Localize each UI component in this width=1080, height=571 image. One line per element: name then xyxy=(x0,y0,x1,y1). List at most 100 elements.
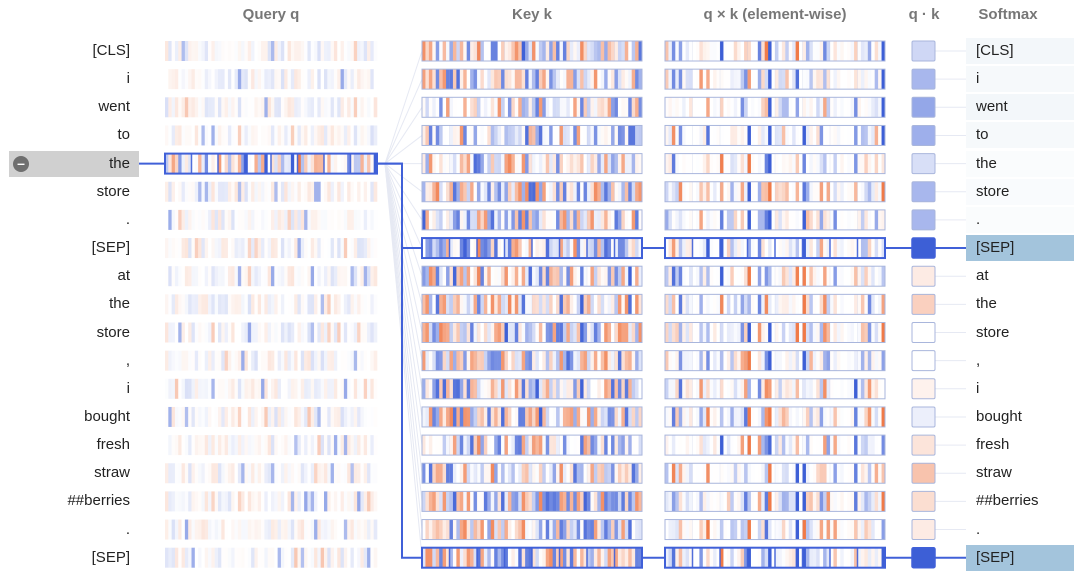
query-vector xyxy=(164,152,378,175)
key-token[interactable]: [SEP] xyxy=(976,239,1015,257)
dot-score-cell xyxy=(911,153,936,175)
key-vector xyxy=(421,209,643,231)
query-token[interactable]: [CLS] xyxy=(92,42,130,59)
selected-token-background[interactable] xyxy=(9,150,139,177)
query-vector xyxy=(165,491,378,512)
dot-score-cell xyxy=(911,322,936,343)
query-vector xyxy=(165,547,378,568)
key-vector xyxy=(421,322,643,343)
dot-score-cell xyxy=(911,490,936,512)
product-vector xyxy=(664,40,886,62)
query-vector xyxy=(165,350,378,371)
query-vector xyxy=(165,69,378,90)
key-vector xyxy=(421,546,643,569)
key-token[interactable]: [CLS] xyxy=(976,42,1014,59)
query-vector xyxy=(165,181,378,202)
product-vector xyxy=(664,124,886,146)
product-vector xyxy=(664,462,886,484)
key-token[interactable]: at xyxy=(976,267,989,285)
dot-score-cell xyxy=(911,293,936,315)
dot-score-cell xyxy=(911,462,936,484)
query-token[interactable]: . xyxy=(125,520,130,538)
key-token[interactable]: fresh xyxy=(976,436,1010,454)
query-token[interactable]: store xyxy=(96,182,130,200)
query-token[interactable]: store xyxy=(96,323,130,341)
key-vector xyxy=(421,68,643,90)
query-vector xyxy=(165,435,378,456)
key-vector xyxy=(421,96,643,118)
key-vector xyxy=(421,462,643,484)
query-vector xyxy=(165,519,378,540)
dot-score-cell xyxy=(911,124,936,146)
query-vector xyxy=(165,238,378,259)
product-vector xyxy=(664,209,886,231)
key-token[interactable]: i xyxy=(976,379,980,397)
softmax-weight-bar xyxy=(966,122,1074,149)
key-vector xyxy=(421,40,643,62)
key-vector xyxy=(421,293,643,315)
key-vector xyxy=(421,265,643,287)
query-token[interactable]: . xyxy=(125,210,130,228)
product-vector xyxy=(664,350,886,372)
query-token[interactable]: fresh xyxy=(96,436,130,454)
query-token[interactable]: [SEP] xyxy=(91,239,130,257)
dot-score-cell xyxy=(911,237,936,259)
key-token[interactable]: ##berries xyxy=(976,492,1039,510)
query-token[interactable]: straw xyxy=(94,464,130,482)
key-vector xyxy=(421,350,643,372)
query-token[interactable]: the xyxy=(109,295,130,313)
query-token[interactable]: [SEP] xyxy=(91,548,130,566)
key-token[interactable]: , xyxy=(976,351,981,369)
product-vector xyxy=(664,378,886,400)
product-vector xyxy=(664,68,886,90)
key-token[interactable]: the xyxy=(976,154,997,172)
product-vector xyxy=(664,519,886,541)
key-token[interactable]: the xyxy=(976,295,997,313)
softmax-weight-bar xyxy=(966,178,1074,205)
key-token[interactable]: straw xyxy=(976,464,1012,482)
query-token[interactable]: bought xyxy=(84,407,130,425)
key-vector xyxy=(421,434,643,456)
key-vector xyxy=(421,406,643,428)
minus-circle-icon[interactable]: – xyxy=(13,155,29,172)
key-token[interactable]: i xyxy=(976,70,980,88)
query-vector xyxy=(165,406,378,427)
product-vector xyxy=(664,322,886,343)
dot-score-cell xyxy=(911,546,936,569)
faint-connector-lines xyxy=(384,50,966,559)
query-token[interactable]: i xyxy=(126,70,130,88)
key-token[interactable]: . xyxy=(976,210,981,228)
query-token[interactable]: ##berries xyxy=(67,492,130,510)
softmax-weight-bar xyxy=(966,206,1074,233)
softmax-weight-bar xyxy=(966,544,1074,571)
query-token[interactable]: , xyxy=(125,351,130,369)
key-token[interactable]: store xyxy=(976,323,1010,341)
query-token[interactable]: i xyxy=(126,379,130,397)
key-token[interactable]: [SEP] xyxy=(976,548,1015,566)
dot-score-cell xyxy=(911,68,936,90)
product-vector xyxy=(664,153,886,175)
key-token[interactable]: store xyxy=(976,182,1010,200)
key-token[interactable]: to xyxy=(976,126,989,144)
dot-score-cell xyxy=(911,378,936,400)
dot-score-cell xyxy=(911,40,936,62)
key-token[interactable]: went xyxy=(976,98,1008,116)
dot-score-cell xyxy=(911,434,936,456)
dot-score-cell xyxy=(911,519,936,541)
query-vector xyxy=(165,209,378,230)
softmax-weight-bar xyxy=(966,94,1074,121)
key-token[interactable]: bought xyxy=(976,407,1022,425)
query-token[interactable]: the xyxy=(109,154,130,172)
query-token[interactable]: at xyxy=(117,267,130,285)
softmax-weight-bar xyxy=(966,38,1074,64)
query-token[interactable]: went xyxy=(98,98,130,116)
product-vector xyxy=(664,490,886,512)
key-token[interactable]: . xyxy=(976,520,981,538)
key-vector xyxy=(421,181,643,203)
query-vector xyxy=(165,294,378,315)
product-header: q × k (element-wise) xyxy=(703,6,847,23)
product-vector xyxy=(664,406,886,428)
query-token[interactable]: to xyxy=(117,126,130,144)
query-vector xyxy=(165,125,378,146)
